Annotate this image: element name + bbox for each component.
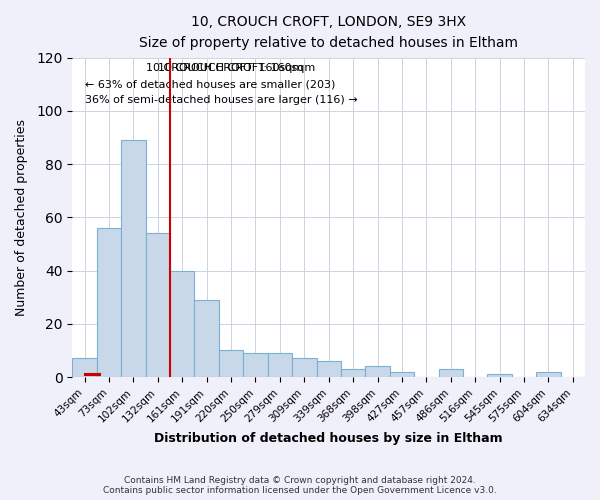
Bar: [73, 358, 97, 377]
Text: 10 CROUCH CROFT: 160sqm: 10 CROUCH CROFT: 160sqm: [146, 63, 303, 73]
Bar: [194, 300, 219, 377]
Bar: [439, 369, 463, 377]
Bar: [243, 353, 268, 377]
Bar: [317, 361, 341, 377]
Text: ← 63% of detached houses are smaller (203): ← 63% of detached houses are smaller (20…: [85, 79, 335, 89]
Bar: [390, 372, 414, 377]
Bar: [365, 366, 390, 377]
Bar: [219, 350, 243, 377]
Bar: [97, 228, 121, 377]
Title: 10, CROUCH CROFT, LONDON, SE9 3HX
Size of property relative to detached houses i: 10, CROUCH CROFT, LONDON, SE9 3HX Size o…: [139, 15, 518, 50]
Bar: [292, 358, 317, 377]
Bar: [170, 270, 194, 377]
Text: Contains HM Land Registry data © Crown copyright and database right 2024.
Contai: Contains HM Land Registry data © Crown c…: [103, 476, 497, 495]
Text: 36% of semi-detached houses are larger (116) →: 36% of semi-detached houses are larger (…: [85, 95, 357, 105]
Bar: [146, 234, 170, 377]
Bar: [268, 353, 292, 377]
Bar: [341, 369, 365, 377]
Bar: [536, 372, 560, 377]
Bar: [121, 140, 146, 377]
Y-axis label: Number of detached properties: Number of detached properties: [15, 119, 28, 316]
Text: 10 CROUCH CROFT: 160sqm: 10 CROUCH CROFT: 160sqm: [158, 63, 315, 73]
Bar: [487, 374, 512, 377]
X-axis label: Distribution of detached houses by size in Eltham: Distribution of detached houses by size …: [154, 432, 503, 445]
